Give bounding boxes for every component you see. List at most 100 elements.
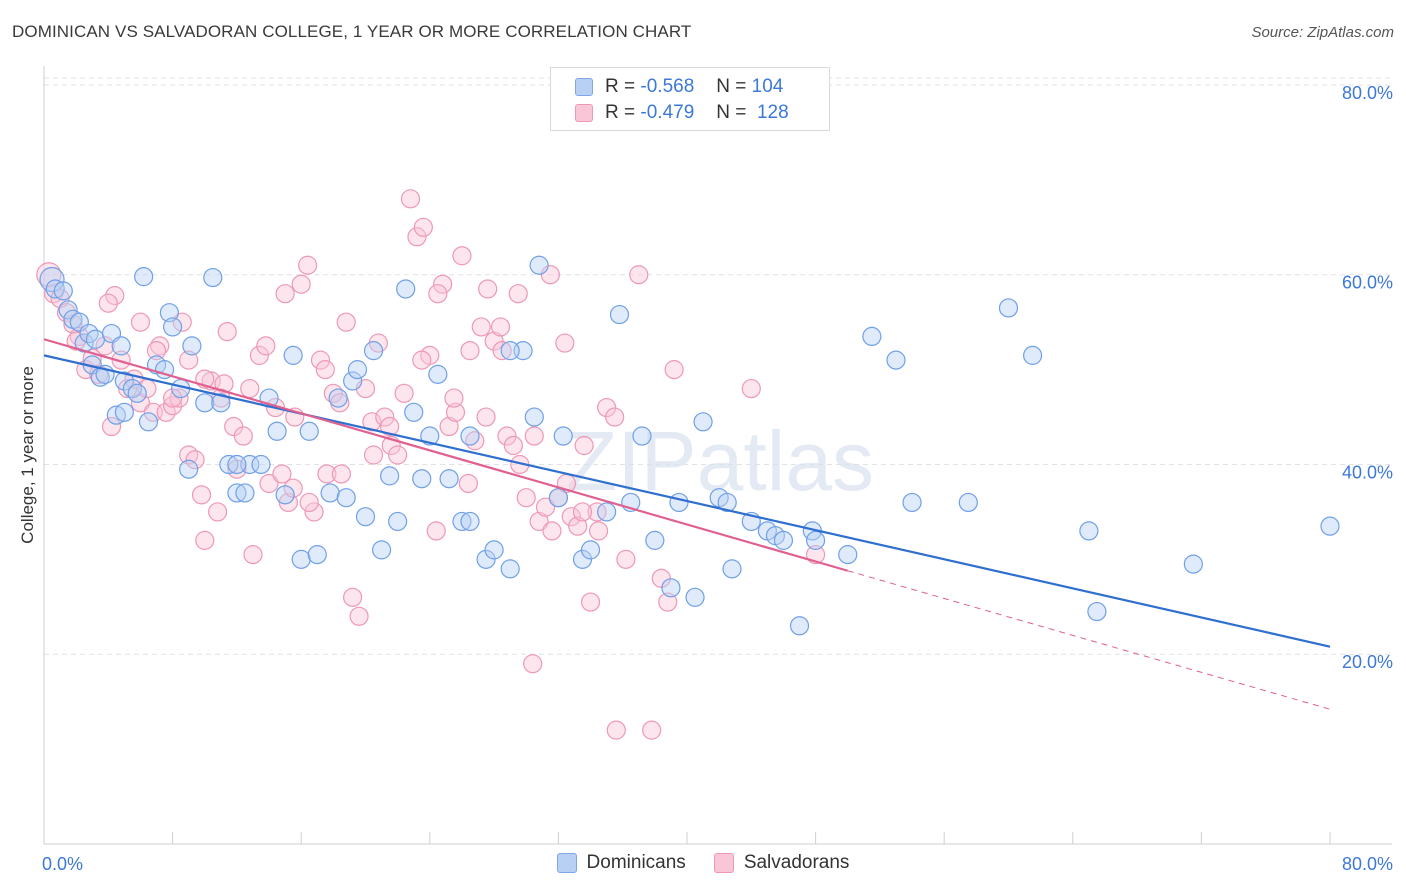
stats-legend: R = -0.568 N = 104 R = -0.479 N = 128	[550, 67, 830, 131]
salvadoran-point	[336, 312, 356, 332]
salvadoran-point	[298, 255, 318, 275]
dominicans-trend-line	[43, 354, 1331, 648]
dominican-point	[428, 364, 448, 384]
salvadoran-point	[568, 516, 588, 536]
salvadoran-point	[535, 497, 556, 517]
salvadoran-point	[208, 502, 228, 522]
chart-title: DOMINICAN VS SALVADORAN COLLEGE, 1 YEAR …	[12, 22, 692, 41]
legend-item-salvadorans: Salvadorans	[713, 852, 849, 874]
dominican-point	[693, 412, 713, 432]
salvadoran-point	[146, 341, 167, 361]
salvadoran-point	[185, 450, 205, 470]
salvadoran-point	[191, 485, 212, 505]
dominican-point	[53, 281, 73, 301]
salvadoran-point	[542, 521, 562, 541]
salvadoran-point	[561, 507, 581, 527]
dominican-point	[159, 303, 179, 323]
dominican-point	[632, 426, 652, 446]
dominican-point	[396, 279, 416, 299]
salvadoran-point	[310, 350, 331, 370]
dominican-point	[886, 350, 906, 370]
dominican-point	[355, 507, 376, 527]
salvadoran-point	[233, 426, 253, 446]
salvadoran-point	[492, 341, 512, 361]
salvadoran-point	[439, 416, 459, 437]
salvadoran-point	[388, 445, 408, 465]
dominican-point	[74, 333, 94, 353]
salvadoran-point	[658, 592, 678, 612]
salvadoran-point	[380, 416, 400, 437]
salvadoran-point	[299, 492, 319, 513]
dominican-point	[307, 545, 327, 565]
salvadoran-point	[580, 592, 601, 612]
dominican-point	[685, 587, 705, 607]
salvadoran-point	[130, 312, 151, 332]
dominican-point	[283, 345, 303, 365]
dominican-point	[45, 279, 65, 299]
salvadoran-point	[169, 388, 189, 408]
salvadoran-point	[605, 407, 625, 427]
salvadoran-point	[555, 333, 575, 353]
legend-row-dominicans: R = -0.568 N = 104	[575, 75, 783, 99]
trend-lines	[43, 338, 1331, 710]
dominican-point	[998, 298, 1019, 318]
dominican-point	[524, 407, 544, 427]
dominican-point	[328, 388, 348, 408]
dominican-point	[609, 304, 630, 325]
dominican-point	[717, 492, 737, 513]
salvadoran-point	[497, 426, 517, 446]
n-value: 128	[756, 102, 789, 123]
dominican-point	[343, 371, 363, 391]
dominican-point	[114, 371, 134, 391]
salvadoran-point	[428, 284, 448, 304]
salvadoran-point	[272, 464, 292, 484]
x-tick-label: 0.0%	[42, 854, 83, 874]
series-legend: Dominicans Salvadorans	[0, 852, 1406, 874]
dominican-point	[645, 530, 665, 550]
salvadoran-point	[317, 464, 337, 484]
legend-row-salvadorans: R = -0.479 N = 128	[575, 101, 789, 125]
r-value: -0.479	[640, 102, 695, 123]
salvadoran-point	[101, 416, 122, 437]
dominican-point	[862, 326, 882, 347]
salvadoran-point	[240, 378, 260, 399]
salvadoran-point	[375, 407, 395, 427]
salvadoran-point	[444, 388, 464, 408]
salvadoran-point	[529, 511, 549, 532]
salvadorans-points	[36, 189, 826, 740]
salvadoran-point	[664, 360, 684, 380]
dominican-point	[439, 469, 459, 489]
dominican-point	[85, 329, 106, 349]
dominican-point	[127, 383, 147, 403]
salvadoran-point	[243, 545, 263, 565]
salvadoran-point	[283, 478, 303, 498]
dominican-point	[363, 341, 384, 361]
dominican-point	[661, 578, 681, 598]
legend-item-dominicans: Dominicans	[556, 852, 686, 874]
salvadoran-point	[471, 317, 491, 337]
dominican-point	[1079, 521, 1099, 541]
dominican-point	[114, 402, 134, 422]
salvadoran-point	[574, 435, 594, 456]
salvadoran-point	[256, 336, 276, 356]
y-tick-label: 20.0%	[1342, 652, 1393, 672]
dominican-point	[251, 454, 271, 475]
dominican-point	[404, 402, 424, 422]
salvadoran-point	[179, 350, 199, 370]
salvadoran-point	[394, 383, 414, 403]
salvadoran-point	[413, 217, 433, 237]
salvadoran-point	[616, 549, 636, 569]
salvadoran-point	[572, 502, 593, 522]
dominican-point	[163, 317, 183, 337]
dominican-point	[1183, 554, 1203, 574]
salvadoran-point	[587, 502, 607, 522]
n-label: N =	[716, 102, 747, 123]
salvadoran-point	[642, 720, 662, 740]
dominican-point	[227, 454, 247, 475]
salvadoran-point	[460, 341, 480, 361]
dominican-point	[267, 421, 287, 441]
dominican-point	[805, 530, 826, 550]
salvadoran-point	[412, 350, 432, 370]
y-tick-label: 60.0%	[1342, 273, 1393, 293]
dominican-point	[291, 549, 311, 569]
